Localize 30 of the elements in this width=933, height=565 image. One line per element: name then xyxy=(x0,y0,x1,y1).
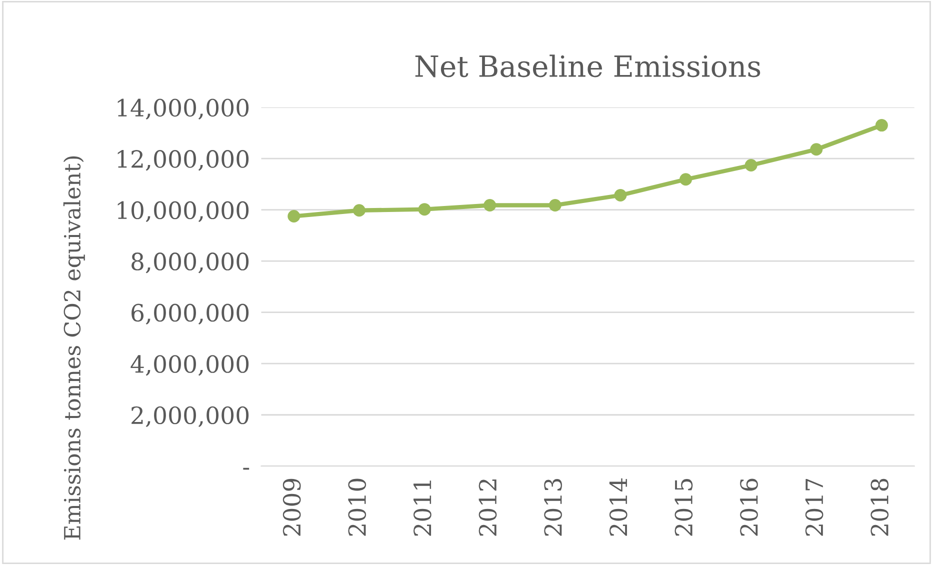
x-tick-label: 2011 xyxy=(414,480,432,536)
x-tick-label: 2013 xyxy=(544,478,562,536)
point xyxy=(875,119,888,132)
point xyxy=(288,210,300,223)
point xyxy=(614,189,627,202)
chart-title: Net Baseline Emissions xyxy=(415,54,760,78)
y-tick-label: 14,000,000 xyxy=(118,98,249,120)
y-tick-label: 10,000,000 xyxy=(118,201,249,222)
x-tick-label: 2017 xyxy=(805,478,824,536)
y-tick-label: - xyxy=(243,468,250,470)
point xyxy=(744,159,758,172)
x-tick-label: 2018 xyxy=(870,478,889,536)
y-tick-label: 6,000,000 xyxy=(132,304,249,325)
x-tick-label: 2012 xyxy=(478,480,497,536)
y-axis-title: Emissions tonnes CO2 equivalent) xyxy=(63,156,85,540)
y-tick-label: 2,000,000 xyxy=(132,406,249,428)
point xyxy=(418,203,431,216)
x-tick-label: 2015 xyxy=(674,479,693,536)
point xyxy=(680,173,692,186)
point xyxy=(810,143,823,156)
y-tick-label: 4,000,000 xyxy=(130,355,249,376)
y-tick-label: 8,000,000 xyxy=(132,252,249,274)
point xyxy=(548,198,562,212)
x-tick-label: 2016 xyxy=(740,478,758,536)
x-tick-label: 2009 xyxy=(282,478,301,536)
point xyxy=(484,198,496,212)
y-tick-label: 12,000,000 xyxy=(118,150,249,171)
x-tick-label: 2010 xyxy=(348,478,366,536)
x-tick-label: 2014 xyxy=(609,478,628,536)
point xyxy=(352,204,366,217)
